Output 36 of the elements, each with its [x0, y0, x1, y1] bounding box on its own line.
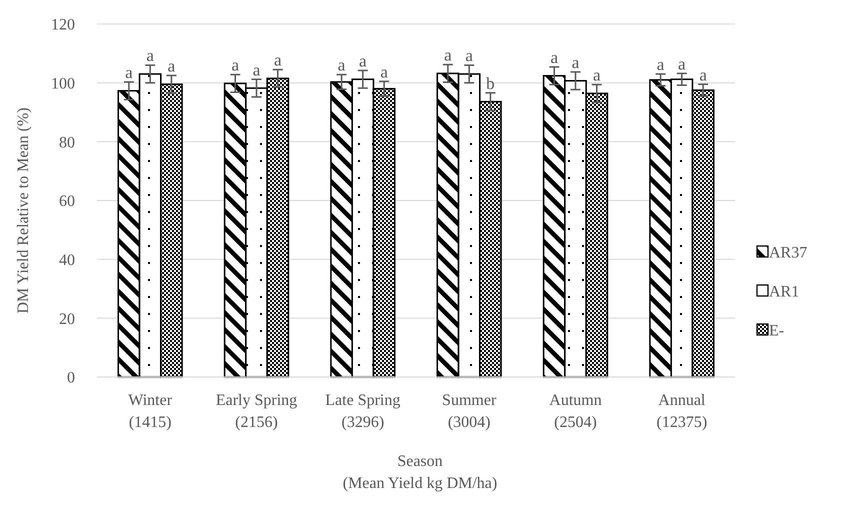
annotation: a	[592, 66, 601, 85]
y-tick-label: 60	[59, 193, 75, 210]
legend-label: AR1	[769, 284, 800, 301]
annotation: a	[338, 56, 346, 75]
legend-label: AR37	[769, 244, 808, 262]
annotation: a	[146, 46, 154, 66]
x-axis-title: Season (Mean Yield kg DM/ha)	[342, 453, 498, 492]
annotation: a	[699, 65, 708, 84]
annotation: a	[359, 51, 368, 70]
x-tick-label: Summer (3004)	[442, 392, 497, 431]
annotation: a	[678, 54, 686, 74]
annotation: a	[550, 48, 558, 67]
x-tick-label: Autumn (2504)	[549, 392, 602, 431]
y-tick-label: 40	[59, 252, 75, 269]
x-tick-label: Early Spring (2156)	[216, 392, 298, 431]
annotation: a	[572, 52, 580, 72]
annotation: a	[252, 60, 261, 80]
y-axis-title: DM Yield Relative to Mean (%)	[15, 107, 32, 314]
legend-label: E-	[769, 322, 784, 340]
x-tick-label: Late Spring (3296)	[325, 392, 400, 431]
annotation: a	[465, 46, 474, 66]
annotation: a	[125, 62, 134, 82]
annotation: a	[444, 46, 452, 65]
annotation: a	[168, 56, 176, 76]
y-tick-label: 80	[59, 134, 75, 152]
annotation: b	[486, 74, 495, 93]
annotation: a	[656, 55, 665, 74]
y-tick-label: 120	[51, 16, 75, 34]
y-tick-label: 100	[51, 75, 75, 92]
annotation: a	[231, 56, 240, 75]
x-tick-label: Annual (12375)	[656, 392, 708, 431]
annotation: a	[380, 62, 388, 82]
y-tick-label: 20	[59, 310, 75, 328]
annotation: a	[274, 50, 282, 70]
x-tick-label: Winter (1415)	[128, 392, 173, 431]
y-tick-label: 0	[67, 370, 75, 387]
